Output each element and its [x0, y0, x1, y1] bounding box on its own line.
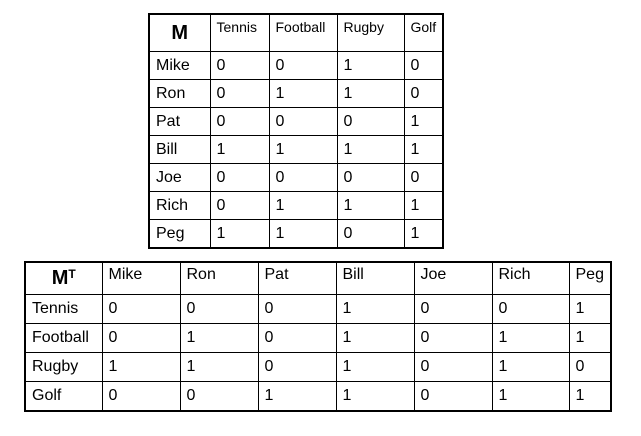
table-cell: 0 [257, 294, 337, 324]
row-header: Rich [148, 191, 211, 220]
table-cell: 1 [268, 135, 338, 164]
table-cell: 1 [403, 219, 444, 249]
table-cell: 0 [257, 323, 337, 353]
table-cell: 1 [336, 51, 405, 80]
row-header: Ron [148, 79, 211, 108]
table-cell: 0 [268, 163, 338, 192]
row-header: Pat [148, 107, 211, 136]
table-cell: 0 [336, 163, 405, 192]
matrix-name: M [51, 267, 69, 289]
column-header: Tennis [209, 13, 270, 52]
table-cell: 1 [268, 79, 338, 108]
table-cell: 1 [568, 294, 612, 324]
row-header: Golf [24, 381, 103, 412]
table-cell: 0 [179, 294, 259, 324]
matrix-m-table: M Tennis Football Rugby Golf Mike 0 0 1 0 Ron 0 1 1 0 P… [148, 13, 444, 249]
table-row: Rugby 1 1 0 1 0 1 0 [24, 352, 612, 382]
column-header: Rugby [336, 13, 405, 52]
table-cell: 1 [491, 352, 570, 382]
column-header: Mike [101, 261, 181, 295]
row-header: Peg [148, 219, 211, 249]
table-cell: 1 [491, 381, 570, 412]
table-cell: 1 [179, 323, 259, 353]
row-header: Bill [148, 135, 211, 164]
table-row: Bill 1 1 1 1 [148, 135, 444, 164]
row-header: Joe [148, 163, 211, 192]
corner-cell: M [148, 13, 211, 52]
table-row: Peg 1 1 0 1 [148, 219, 444, 249]
column-header: Ron [179, 261, 259, 295]
table-cell: 0 [403, 163, 444, 192]
table-cell: 0 [568, 352, 612, 382]
matrix-name: M [171, 21, 189, 44]
table-row: Rich 0 1 1 1 [148, 191, 444, 220]
table-cell: 1 [336, 79, 405, 108]
row-header: Tennis [24, 294, 103, 324]
table-row: Joe 0 0 0 0 [148, 163, 444, 192]
table-row: Ron 0 1 1 0 [148, 79, 444, 108]
table-cell: 1 [101, 352, 181, 382]
table-cell: 0 [336, 219, 405, 249]
table-cell: 0 [179, 381, 259, 412]
table-cell: 1 [336, 135, 405, 164]
table-cell: 0 [209, 51, 270, 80]
table-cell: 1 [403, 191, 444, 220]
corner-cell: MT [24, 261, 103, 295]
column-header: Bill [335, 261, 415, 295]
matrix-m-transpose-table: MT Mike Ron Pat Bill Joe Rich Peg Tennis 0 0 0 1 0 0 1 F… [24, 261, 612, 412]
column-header: Rich [491, 261, 570, 295]
column-header: Football [268, 13, 338, 52]
table-cell: 0 [209, 191, 270, 220]
table-cell: 0 [403, 51, 444, 80]
column-header: Peg [568, 261, 612, 295]
table-cell: 1 [335, 323, 415, 353]
table-cell: 1 [209, 219, 270, 249]
table-row: Mike 0 0 1 0 [148, 51, 444, 80]
header-row: MT Mike Ron Pat Bill Joe Rich Peg [24, 261, 612, 295]
table-cell: 0 [403, 79, 444, 108]
table-cell: 1 [491, 323, 570, 353]
table-cell: 1 [179, 352, 259, 382]
table-cell: 1 [335, 352, 415, 382]
row-header: Football [24, 323, 103, 353]
header-row: M Tennis Football Rugby Golf [148, 13, 444, 52]
table-row: Golf 0 0 1 1 0 1 1 [24, 381, 612, 412]
table-cell: 1 [336, 191, 405, 220]
table-cell: 0 [491, 294, 570, 324]
table-row: Football 0 1 0 1 0 1 1 [24, 323, 612, 353]
row-header: Mike [148, 51, 211, 80]
table-cell: 1 [257, 381, 337, 412]
table-cell: 1 [568, 323, 612, 353]
table-cell: 0 [257, 352, 337, 382]
table-cell: 0 [209, 107, 270, 136]
table-cell: 1 [335, 294, 415, 324]
column-header: Golf [403, 13, 444, 52]
table-cell: 0 [413, 294, 493, 324]
table-cell: 1 [268, 191, 338, 220]
table-cell: 1 [568, 381, 612, 412]
table-cell: 0 [101, 323, 181, 353]
table-cell: 0 [268, 107, 338, 136]
table-cell: 0 [268, 51, 338, 80]
column-header: Pat [257, 261, 337, 295]
column-header: Joe [413, 261, 493, 295]
table-cell: 1 [403, 135, 444, 164]
table-cell: 0 [336, 107, 405, 136]
table-cell: 0 [413, 323, 493, 353]
row-header: Rugby [24, 352, 103, 382]
table-row: Pat 0 0 0 1 [148, 107, 444, 136]
table-cell: 1 [209, 135, 270, 164]
table-cell: 1 [268, 219, 338, 249]
table-cell: 0 [209, 79, 270, 108]
table-row: Tennis 0 0 0 1 0 0 1 [24, 294, 612, 324]
table-cell: 0 [101, 381, 181, 412]
table-cell: 0 [413, 352, 493, 382]
transpose-superscript: T [68, 267, 76, 281]
table-cell: 1 [403, 107, 444, 136]
table-cell: 0 [209, 163, 270, 192]
table-cell: 1 [335, 381, 415, 412]
table-cell: 0 [101, 294, 181, 324]
table-cell: 0 [413, 381, 493, 412]
